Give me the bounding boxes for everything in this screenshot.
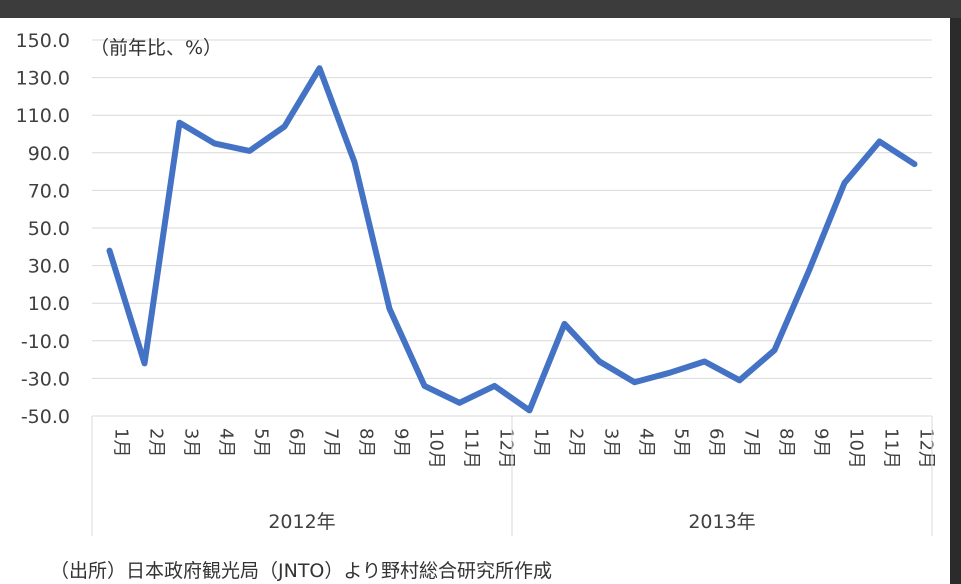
data-point	[842, 180, 847, 186]
x-tick-label: 2月	[146, 428, 167, 457]
data-point	[702, 358, 707, 364]
data-point	[212, 140, 217, 146]
data-point	[807, 266, 812, 272]
x-tick-label: 9月	[391, 428, 412, 457]
x-tick-label: 12月	[496, 428, 517, 469]
x-tick-label: 6月	[706, 428, 727, 457]
data-point	[667, 370, 672, 376]
y-tick-label: 50.0	[28, 218, 70, 240]
data-point	[772, 347, 777, 353]
series-line-path	[106, 65, 918, 414]
y-tick-label: 30.0	[28, 256, 70, 278]
y-tick-label: 110.0	[16, 105, 70, 127]
x-tick-label: 10月	[846, 428, 867, 469]
data-point	[177, 120, 182, 126]
x-tick-label: 2月	[566, 428, 587, 457]
data-point	[597, 358, 602, 364]
y-axis-tick-labels: 150.0 130.0 110.0 90.0 70.0 50.0 30.0 10.0 -10.0…	[16, 30, 70, 428]
x-tick-label: 4月	[636, 428, 657, 457]
y-tick-label: 90.0	[28, 143, 70, 165]
x-tick-label: 8月	[356, 428, 377, 457]
year-group-label: 2012年	[268, 511, 335, 533]
x-tick-label: 1月	[111, 428, 132, 457]
y-tick-label: 130.0	[16, 68, 70, 90]
x-tick-label: 8月	[776, 428, 797, 457]
x-tick-label: 5月	[251, 428, 272, 457]
data-point	[352, 159, 357, 165]
y-axis-unit-label: （前年比、%）	[90, 37, 222, 59]
data-point	[912, 161, 917, 167]
y-tick-label: 70.0	[28, 180, 70, 202]
data-point	[562, 321, 567, 327]
line-chart: 150.0 130.0 110.0 90.0 70.0 50.0 30.0 10.0 -10.0…	[16, 30, 937, 536]
data-point	[737, 377, 742, 383]
data-point	[877, 139, 882, 145]
data-point	[247, 148, 252, 154]
chart-panel: 150.0 130.0 110.0 90.0 70.0 50.0 30.0 10.0 -10.0…	[0, 18, 950, 584]
source-note: （出所）日本政府観光局（JNTO）より野村総合研究所作成	[50, 560, 552, 582]
x-axis: 1月 2月 3月 4月 5月 6月 7月 8月 9月 10月 11月 12月 2012年 1月 2月 3月 4月…	[91, 416, 937, 536]
gridlines	[92, 39, 932, 417]
x-tick-label: 1月	[531, 428, 552, 457]
year-group-label: 2013年	[688, 511, 755, 533]
data-point	[107, 248, 112, 254]
y-tick-label: -50.0	[21, 406, 70, 428]
x-tick-label: 12月	[916, 428, 937, 469]
data-point	[457, 400, 462, 406]
y-tick-label: -30.0	[21, 368, 70, 390]
data-point	[317, 65, 322, 71]
x-tick-label: 4月	[216, 428, 237, 457]
x-tick-label: 5月	[671, 428, 692, 457]
data-point	[632, 379, 637, 385]
x-tick-label: 7月	[741, 428, 762, 457]
x-tick-label: 3月	[601, 428, 622, 457]
window-edge	[950, 18, 961, 584]
data-point	[387, 306, 392, 312]
data-point	[422, 383, 427, 389]
data-point	[492, 383, 497, 389]
series-line	[106, 65, 918, 414]
x-tick-label: 3月	[181, 428, 202, 457]
y-tick-label: -10.0	[21, 331, 70, 353]
x-tick-label: 6月	[286, 428, 307, 457]
x-tick-label: 11月	[881, 428, 902, 469]
data-point	[282, 123, 287, 129]
x-tick-label: 9月	[811, 428, 832, 457]
data-point	[527, 407, 532, 413]
x-tick-label: 11月	[461, 428, 482, 469]
y-tick-label: 150.0	[16, 30, 70, 52]
y-tick-label: 10.0	[28, 293, 70, 315]
x-tick-label: 10月	[426, 428, 447, 469]
data-point	[142, 360, 147, 366]
x-tick-label: 7月	[321, 428, 342, 457]
